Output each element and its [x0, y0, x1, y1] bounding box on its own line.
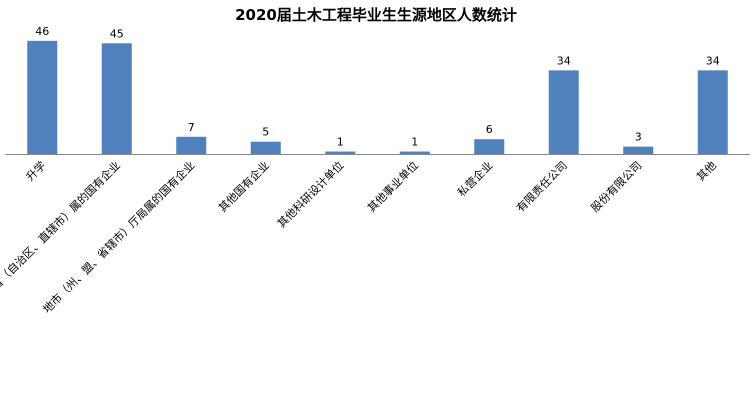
x-tick-label: 其他科研设计单位	[274, 158, 346, 230]
data-label: 6	[486, 123, 493, 136]
x-tick-label: 私营企业	[454, 158, 495, 199]
x-tick-label: 其他国有企业	[215, 158, 272, 215]
bar	[399, 151, 430, 154]
x-tick-label: 省（自治区、直辖市）属的国有企业	[0, 158, 123, 292]
data-label: 1	[337, 136, 344, 149]
chart-title: 2020届土木工程毕业生生源地区人数统计	[235, 6, 517, 24]
data-label: 1	[411, 136, 418, 149]
data-label: 45	[110, 27, 124, 40]
x-tick-label: 股份有限公司	[588, 158, 645, 215]
data-label: 34	[557, 54, 571, 67]
bar	[697, 70, 728, 154]
x-tick-label: 其他事业单位	[364, 158, 421, 215]
bar	[474, 139, 505, 154]
data-label: 34	[706, 54, 720, 67]
x-tick-label: 地市（州、盟、省辖市）厅局属的国有企业	[40, 158, 198, 316]
bar	[548, 70, 579, 154]
data-label: 3	[635, 131, 642, 144]
x-tick-label: 有限责任公司	[513, 158, 570, 215]
bar	[176, 136, 207, 154]
data-label: 7	[188, 121, 195, 134]
data-label: 46	[35, 25, 49, 38]
bar	[250, 141, 281, 154]
bar	[623, 146, 654, 154]
bar	[325, 151, 356, 154]
x-tick-label: 升学	[23, 158, 48, 183]
x-tick-label: 其他	[694, 159, 719, 184]
data-label: 5	[262, 126, 269, 139]
bar	[101, 43, 132, 154]
bar	[27, 40, 58, 155]
